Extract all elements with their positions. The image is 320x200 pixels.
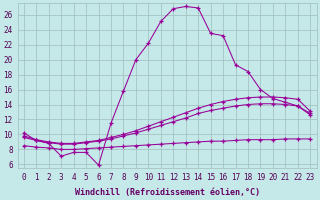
- X-axis label: Windchill (Refroidissement éolien,°C): Windchill (Refroidissement éolien,°C): [75, 188, 260, 197]
